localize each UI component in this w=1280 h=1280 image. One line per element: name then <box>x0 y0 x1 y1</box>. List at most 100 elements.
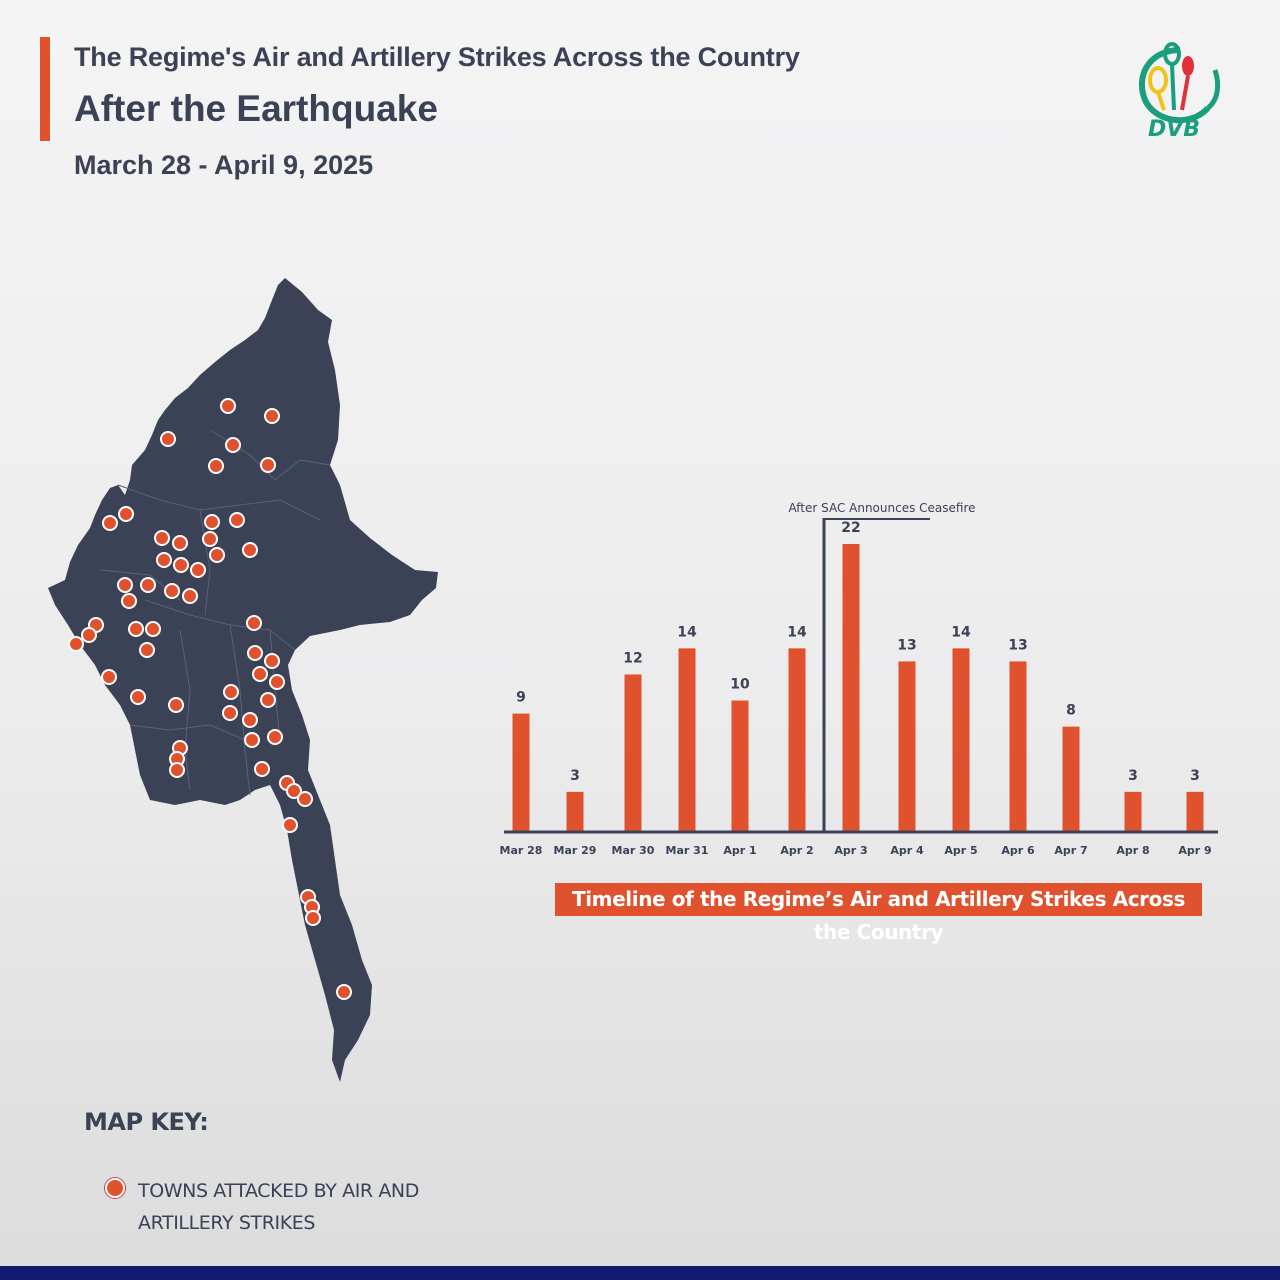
strike-marker <box>128 621 144 637</box>
strike-marker <box>168 697 184 713</box>
chart-caption: Timeline of the Regime’s Air and Artille… <box>555 883 1202 944</box>
strike-marker <box>156 552 172 568</box>
bar-apr-5 <box>952 648 970 831</box>
strike-markers <box>68 398 352 1000</box>
strike-marker <box>202 531 218 547</box>
strike-marker <box>260 457 276 473</box>
bar-value-label: 13 <box>1008 637 1027 653</box>
strike-marker <box>160 431 176 447</box>
strike-marker <box>297 791 313 807</box>
strike-marker <box>81 627 97 643</box>
strike-marker <box>282 817 298 833</box>
x-tick-label: Mar 31 <box>666 844 709 857</box>
strike-marker <box>242 712 258 728</box>
x-tick-label: Apr 8 <box>1116 844 1149 857</box>
bar-apr-1 <box>731 700 749 831</box>
strike-marker <box>267 729 283 745</box>
strike-marker <box>182 588 198 604</box>
bar-mar-31 <box>678 648 696 831</box>
bar-value-label: 12 <box>623 650 642 666</box>
bar-value-label: 3 <box>1128 768 1138 784</box>
bar-value-label: 14 <box>787 624 807 640</box>
bar-value-label: 9 <box>516 690 526 706</box>
strike-marker <box>204 514 220 530</box>
strike-marker <box>225 437 241 453</box>
x-tick-label: Mar 28 <box>500 844 543 857</box>
bar-value-label: 3 <box>1190 768 1200 784</box>
bar-value-label: 8 <box>1066 703 1076 719</box>
x-tick-label: Apr 4 <box>890 844 924 857</box>
ceasefire-marker: After SAC Announces Ceasefire <box>788 501 976 832</box>
bar-value-label: 14 <box>677 624 697 640</box>
title-accent-bar <box>40 37 50 141</box>
strike-marker <box>247 645 263 661</box>
strike-marker <box>223 684 239 700</box>
strike-marker <box>269 674 285 690</box>
map-key-title: MAP KEY: <box>84 1108 209 1136</box>
strike-marker <box>101 669 117 685</box>
bar-value-label: 14 <box>951 624 971 640</box>
map-key-label: TOWNS ATTACKED BY AIR AND ARTILLERY STRI… <box>138 1180 419 1234</box>
strike-marker <box>220 398 236 414</box>
myanmar-map <box>48 278 438 1082</box>
bottom-bar <box>0 1266 1280 1280</box>
map-shape <box>48 278 438 1082</box>
logo-text: DVB <box>1148 117 1201 142</box>
strike-marker <box>102 515 118 531</box>
strike-marker <box>173 557 189 573</box>
strike-marker <box>260 692 276 708</box>
bar-mar-28 <box>512 713 530 831</box>
page-title: The Regime's Air and Artillery Strikes A… <box>74 42 800 72</box>
strikes-bar-chart: 9 3 12 14 10 14 22 13 14 13 8 3 3 Mar 28 Mar 29 Mar 30… <box>500 501 1218 857</box>
strike-marker <box>172 535 188 551</box>
strike-marker <box>286 783 302 799</box>
x-tick-label: Apr 9 <box>1178 844 1211 857</box>
strike-marker <box>121 593 137 609</box>
strike-marker <box>246 615 262 631</box>
x-tick-label: Apr 6 <box>1001 844 1035 857</box>
strike-marker <box>117 577 133 593</box>
strike-marker <box>130 689 146 705</box>
strike-marker <box>305 910 321 926</box>
strike-marker <box>190 562 206 578</box>
strike-marker <box>264 653 280 669</box>
bar-apr-2 <box>788 648 806 831</box>
strike-marker <box>145 621 161 637</box>
strike-marker <box>229 512 245 528</box>
bar-apr-6 <box>1009 661 1027 831</box>
strike-marker <box>252 666 268 682</box>
x-tick-label: Apr 5 <box>944 844 977 857</box>
x-tick-label: Apr 3 <box>834 844 867 857</box>
bar-apr-7 <box>1062 726 1080 831</box>
strike-marker <box>169 762 185 778</box>
bar-mar-30 <box>624 674 642 831</box>
bar-apr-9 <box>1186 791 1204 831</box>
bar-apr-3 <box>842 544 860 831</box>
bar-apr-4 <box>898 661 916 831</box>
strike-marker <box>336 984 352 1000</box>
x-tick-label: Apr 1 <box>723 844 756 857</box>
strike-marker <box>139 642 155 658</box>
strike-marker <box>222 705 238 721</box>
bar-value-label: 3 <box>570 768 580 784</box>
strike-marker <box>140 577 156 593</box>
strike-marker <box>244 732 260 748</box>
strike-marker <box>254 761 270 777</box>
strike-marker <box>68 636 84 652</box>
strike-marker <box>264 408 280 424</box>
bar-mar-29 <box>566 791 584 831</box>
x-tick-label: Mar 29 <box>554 844 597 857</box>
ceasefire-label: After SAC Announces Ceasefire <box>788 501 975 515</box>
x-tick-label: Apr 2 <box>780 844 813 857</box>
map-key-marker-icon <box>105 1178 125 1198</box>
bar-apr-8 <box>1124 791 1142 831</box>
strike-marker <box>154 530 170 546</box>
date-range: March 28 - April 9, 2025 <box>74 150 374 180</box>
bar-value-label: 10 <box>730 677 750 693</box>
strike-marker <box>164 583 180 599</box>
strike-marker <box>209 547 225 563</box>
x-tick-label: Mar 30 <box>612 844 655 857</box>
x-tick-label: Apr 7 <box>1054 844 1087 857</box>
strike-marker <box>118 506 134 522</box>
dvb-logo <box>1138 42 1221 124</box>
